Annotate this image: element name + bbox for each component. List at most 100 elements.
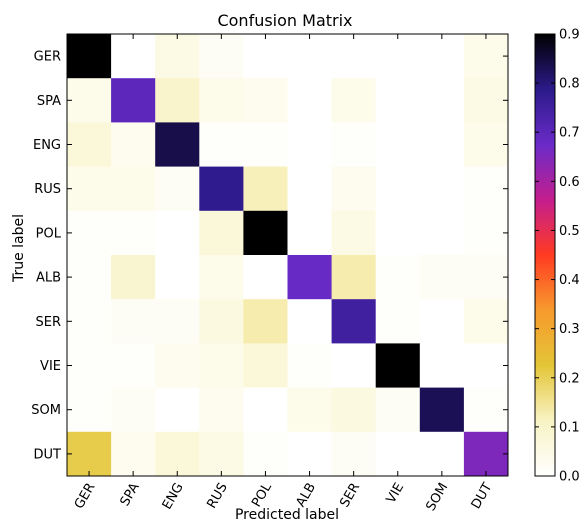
heatmap-cell	[287, 122, 332, 167]
heatmap-cell	[199, 299, 244, 344]
heatmap-cell	[331, 210, 377, 256]
heatmap-cell	[111, 78, 156, 123]
y-tick-label: ENG	[33, 138, 61, 153]
heatmap-cell	[419, 431, 465, 477]
y-tick-label: RUS	[34, 182, 61, 197]
heatmap-cell	[199, 34, 244, 79]
heatmap-cell	[331, 299, 377, 344]
heatmap-cell	[155, 166, 200, 212]
heatmap-cell	[243, 255, 288, 300]
x-tick-label: RUS	[204, 481, 230, 512]
heatmap-cell	[331, 343, 377, 388]
heatmap-cell	[155, 78, 200, 123]
heatmap-cell	[287, 299, 332, 344]
heatmap-cell	[199, 122, 244, 167]
heatmap-cell	[155, 431, 200, 477]
y-tick-label: SER	[36, 315, 62, 330]
heatmap-cell	[67, 34, 112, 79]
heatmap-cell	[155, 122, 200, 167]
heatmap-cell	[243, 166, 288, 212]
heatmap-cell	[287, 210, 332, 256]
heatmap-cell	[463, 387, 509, 433]
y-tick-label: POL	[36, 226, 62, 241]
heatmap-cell	[67, 210, 112, 256]
heatmap-cell	[463, 210, 509, 256]
heatmap-cell	[199, 387, 244, 433]
heatmap-cell	[111, 343, 156, 388]
heatmap-cell	[375, 122, 421, 167]
heatmap-cell	[287, 166, 332, 212]
heatmap-cell	[67, 343, 112, 388]
heatmap-cell	[463, 343, 509, 388]
plot-frame	[66, 33, 509, 477]
heatmap-cell	[331, 431, 377, 477]
x-tick-label: SPA	[118, 480, 143, 509]
heatmap-cell	[287, 431, 332, 477]
heatmap-cell	[463, 299, 509, 344]
heatmap-cell	[375, 78, 421, 123]
heatmap-cell	[419, 343, 465, 388]
heatmap-cell	[463, 122, 509, 167]
heatmap-cell	[375, 255, 421, 300]
heatmap-cell	[331, 255, 377, 300]
heatmap-cell	[331, 387, 377, 433]
heatmap-cell	[287, 255, 332, 300]
colorbar-tick-label: 0.5	[559, 224, 580, 239]
heatmap-cell	[155, 210, 200, 256]
x-tick-label: VIE	[384, 481, 407, 507]
y-tick-label: SOM	[31, 403, 61, 418]
heatmap-cell	[199, 78, 244, 123]
heatmap-cell	[419, 210, 465, 256]
heatmap-cell	[287, 387, 332, 433]
heatmap-cell	[243, 387, 288, 433]
heatmap-cell	[155, 34, 200, 79]
colorbar-ticks: 0.0 0.1 0.2 0.3 0.4 0.5 0.6 0.7 0.8 0.9	[535, 28, 580, 485]
x-tick-label: ALB	[293, 481, 319, 510]
heatmap-cell	[463, 78, 509, 123]
heatmap-cell	[67, 255, 112, 300]
colorbar-tick-label: 0.2	[559, 371, 580, 386]
colorbar-tick-label: 0.6	[559, 175, 580, 190]
heatmap-cell	[287, 34, 332, 79]
colorbar-tick-label: 0.0	[559, 470, 580, 485]
heatmap-cell	[243, 343, 288, 388]
heatmap-cell	[67, 122, 112, 167]
heatmap-cell	[111, 166, 156, 212]
y-tick-label: GER	[34, 50, 61, 65]
colorbar-tick-label: 0.4	[559, 273, 580, 288]
colorbar-tick-label: 0.1	[559, 420, 580, 435]
heatmap-cell	[375, 431, 421, 477]
heatmap-cell	[67, 299, 112, 344]
heatmap-cell	[331, 78, 377, 123]
heatmap-cell	[111, 387, 156, 433]
heatmap-cell	[67, 387, 112, 433]
x-tick-label: POL	[249, 480, 275, 510]
heatmap-cell	[111, 431, 156, 477]
heatmap-cell	[155, 255, 200, 300]
heatmap-cell	[463, 166, 509, 212]
heatmap-cell	[375, 387, 421, 433]
heatmap-cell	[199, 431, 244, 477]
heatmap-cell	[111, 210, 156, 256]
heatmap-cell	[111, 122, 156, 167]
heatmap-cell	[419, 299, 465, 344]
heatmap-cell	[287, 343, 332, 388]
heatmap-cell	[155, 387, 200, 433]
heatmap-cell	[111, 34, 156, 79]
heatmap-cell	[419, 122, 465, 167]
y-tick-label: VIE	[40, 359, 61, 374]
colorbar-tick-label: 0.9	[559, 28, 580, 43]
x-axis-title: Predicted label	[235, 507, 339, 523]
heatmap-cell	[331, 166, 377, 212]
colorbar-gradient	[534, 33, 556, 477]
heatmap-cell	[375, 343, 421, 388]
heatmap-cell	[199, 166, 244, 212]
y-tick-label: DUT	[34, 447, 62, 462]
heatmap-cell	[67, 166, 112, 212]
heatmap-cell	[463, 34, 509, 79]
heatmap-cell	[331, 34, 377, 79]
heatmap-cell	[419, 78, 465, 123]
heatmap-cell	[243, 431, 288, 477]
heatmap-cell	[419, 34, 465, 79]
